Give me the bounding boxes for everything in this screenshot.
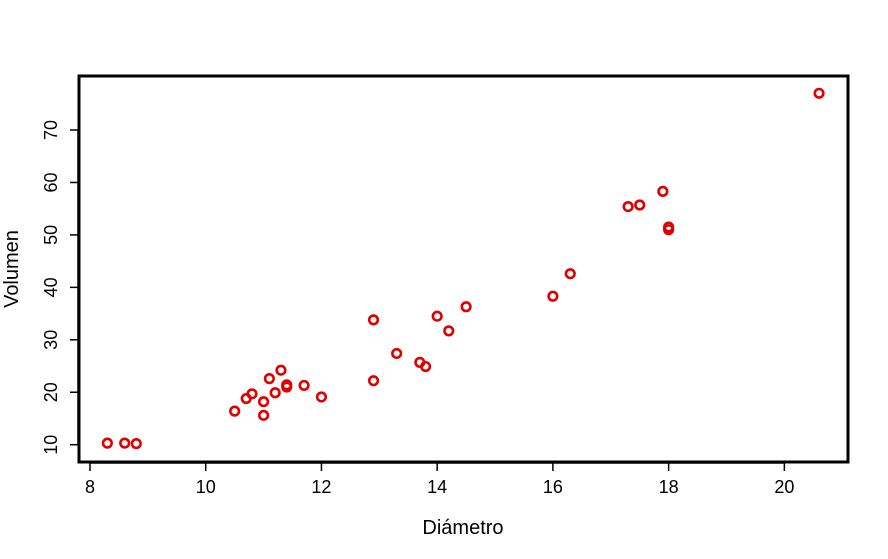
data-point: [431, 310, 443, 322]
x-axis-title: Diámetro: [422, 517, 503, 539]
y-tick-label: 10: [41, 435, 61, 455]
data-point: [564, 268, 576, 280]
data-point: [813, 87, 825, 99]
data-point: [419, 360, 432, 373]
y-axis-title: Volumen: [1, 230, 23, 308]
data-point: [257, 409, 270, 421]
data-point: [391, 347, 403, 360]
y-tick-label: 60: [41, 172, 61, 192]
data-point: [281, 379, 293, 391]
data-point: [275, 364, 287, 376]
data-point: [443, 325, 455, 337]
data-point: [634, 199, 646, 211]
data-point: [367, 314, 380, 326]
x-tick-label: 16: [543, 477, 563, 497]
data-point: [229, 405, 241, 417]
data-point: [663, 224, 675, 236]
x-axis: 8 10 12 14 16 18 20: [85, 462, 794, 497]
y-tick-label: 40: [41, 277, 61, 297]
data-point: [119, 437, 131, 449]
plot-frame: [77, 74, 850, 464]
data-point: [263, 373, 275, 385]
y-tick-label: 30: [41, 330, 61, 350]
data-point: [657, 185, 669, 197]
data-point: [367, 375, 380, 387]
data-points: [101, 87, 825, 450]
data-point: [269, 387, 281, 399]
x-tick-label: 14: [427, 477, 447, 497]
data-point: [460, 301, 472, 313]
data-point: [622, 200, 634, 213]
data-point: [130, 438, 142, 450]
data-point: [257, 396, 270, 408]
x-tick-label: 12: [311, 477, 331, 497]
data-point: [101, 437, 113, 449]
y-axis: 10 20 30 40 50 60 70: [41, 120, 79, 455]
x-tick-label: 20: [774, 477, 794, 497]
x-tick-label: 8: [85, 477, 95, 497]
data-point: [547, 290, 559, 302]
y-tick-label: 70: [41, 120, 61, 140]
y-tick-label: 50: [41, 225, 61, 245]
data-point: [298, 379, 310, 392]
x-tick-label: 18: [659, 477, 679, 497]
y-tick-label: 20: [41, 382, 61, 402]
data-point: [315, 391, 328, 403]
x-tick-label: 10: [196, 477, 216, 497]
data-point: [246, 388, 258, 400]
